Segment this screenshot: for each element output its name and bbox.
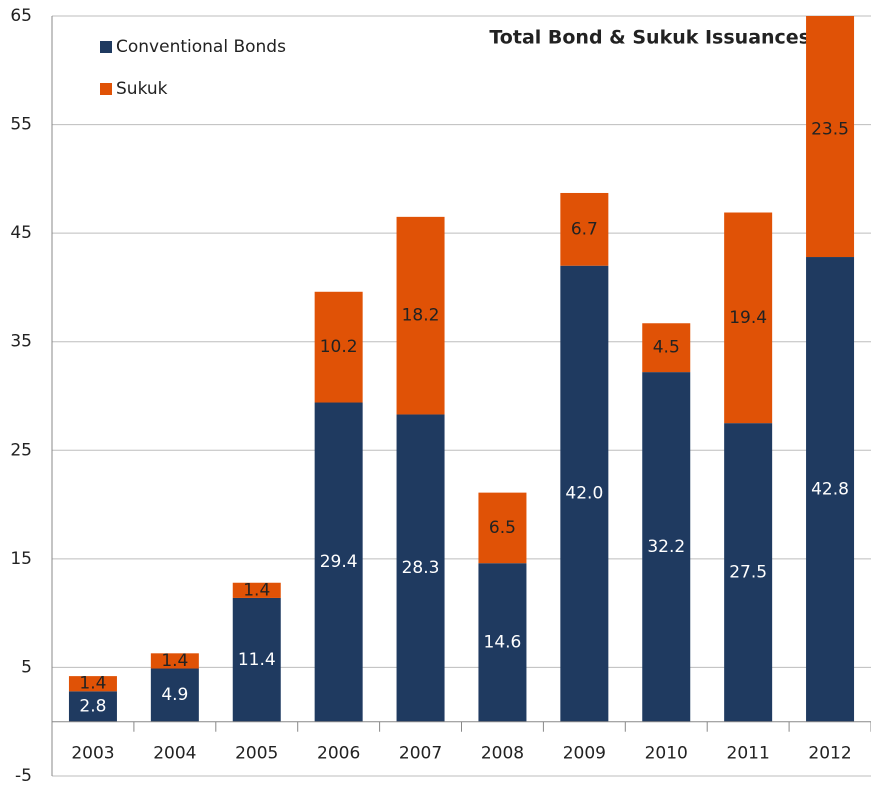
- data-label: 11.4: [238, 650, 276, 670]
- bar-segment: [806, 16, 855, 258]
- bar-segment: [478, 563, 527, 722]
- x-tick-label: 2007: [399, 744, 442, 764]
- bar-segment: [314, 402, 363, 722]
- bar-segment: [642, 323, 691, 373]
- y-tick-label: -5: [15, 766, 32, 786]
- data-label: 28.3: [402, 558, 440, 578]
- bar-segment: [396, 216, 445, 415]
- data-label: 42.0: [565, 484, 603, 504]
- bar-segment: [806, 257, 855, 722]
- y-tick-label: 25: [10, 440, 32, 460]
- x-tick-label: 2010: [645, 744, 688, 764]
- data-label: 19.4: [729, 308, 767, 328]
- data-label: 29.4: [320, 552, 358, 572]
- data-label: 2.8: [79, 697, 106, 717]
- bar-segment: [232, 582, 281, 598]
- data-label: 42.8: [811, 479, 849, 499]
- data-label: 1.4: [79, 674, 106, 694]
- y-tick-label: 65: [10, 6, 32, 26]
- data-label: 4.5: [653, 338, 680, 358]
- bar-segment: [560, 265, 609, 722]
- bar-segment: [150, 668, 199, 722]
- data-label: 14.6: [484, 632, 522, 652]
- data-label: 6.7: [571, 219, 598, 239]
- y-tick-label: 45: [10, 223, 32, 243]
- x-tick-label: 2005: [235, 744, 278, 764]
- bar-segment: [478, 492, 527, 564]
- bar-segment: [68, 676, 117, 692]
- data-label: 1.4: [161, 651, 188, 671]
- x-tick-label: 2003: [71, 744, 114, 764]
- data-label: 1.4: [243, 580, 270, 600]
- legend-swatch: [100, 41, 112, 53]
- y-tick-label: 5: [21, 657, 32, 677]
- data-label: 10.2: [320, 337, 358, 357]
- data-label: 32.2: [647, 537, 685, 557]
- x-tick-label: 2008: [481, 744, 524, 764]
- x-tick-label: 2006: [317, 744, 360, 764]
- bar-segment: [314, 291, 363, 403]
- data-label: 18.2: [402, 306, 440, 326]
- bar-segment: [724, 212, 773, 424]
- y-tick-label: 15: [10, 549, 32, 569]
- bar-segment: [68, 691, 117, 722]
- legend-label: Sukuk: [116, 79, 168, 99]
- data-label: 27.5: [729, 562, 767, 582]
- bar-segment: [560, 192, 609, 266]
- data-label: 6.5: [489, 518, 516, 538]
- data-label: 23.5: [811, 119, 849, 139]
- bar-segment: [396, 414, 445, 722]
- x-tick-label: 2011: [727, 744, 770, 764]
- bar-segment: [642, 372, 691, 722]
- bar-segment: [724, 423, 773, 722]
- bar-segment: [232, 597, 281, 722]
- legend-label: Conventional Bonds: [116, 37, 286, 57]
- bars: [68, 16, 855, 722]
- y-tick-label: 55: [10, 115, 32, 135]
- bar-segment: [150, 653, 199, 669]
- x-tick-label: 2012: [808, 744, 851, 764]
- y-tick-label: 35: [10, 332, 32, 352]
- legend-swatch: [100, 83, 112, 95]
- x-tick-label: 2004: [153, 744, 196, 764]
- x-tick-label: 2009: [563, 744, 606, 764]
- chart-title: Total Bond & Sukuk Issuances: [489, 27, 810, 49]
- data-label: 4.9: [161, 685, 188, 705]
